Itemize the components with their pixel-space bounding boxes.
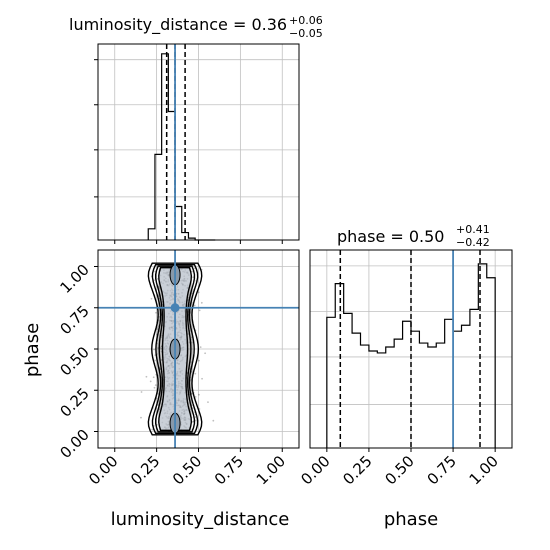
scatter-point xyxy=(212,419,215,422)
y-axis-label-phase: phase xyxy=(22,323,43,377)
scatter-point xyxy=(151,428,154,431)
scatter-point xyxy=(160,347,163,350)
scatter-point xyxy=(140,391,143,393)
hist-luminosity-distance-panel: luminosity_distance = 0.36 +0.06−0.05 xyxy=(69,14,323,244)
hist-title-luminosity-distance: luminosity_distance = 0.36 xyxy=(69,15,287,35)
scatter-point xyxy=(194,419,197,422)
scatter-point xyxy=(191,420,194,423)
hist-title-lower-error: −0.42 xyxy=(456,236,490,249)
scatter-point xyxy=(200,301,203,304)
scatter-point xyxy=(204,352,207,355)
scatter-point xyxy=(190,341,193,344)
scatter-point xyxy=(194,416,197,418)
x-tick-label: 0.00 xyxy=(297,452,333,488)
scatter-point xyxy=(153,348,156,351)
x-axis-label-luminosity-distance: luminosity_distance xyxy=(111,509,290,530)
y-tick-label: 0.25 xyxy=(56,384,92,420)
x-tick-label: 0.50 xyxy=(381,452,417,488)
scatter-point xyxy=(198,393,200,396)
scatter-point xyxy=(149,380,152,383)
scatter-point xyxy=(158,408,161,411)
x-tick-label: 0.00 xyxy=(85,452,121,488)
hist-title-upper-error: +0.41 xyxy=(456,223,490,236)
x-tick-label: 0.50 xyxy=(169,452,205,488)
contour-line xyxy=(147,262,203,436)
y-tick-label: 1.00 xyxy=(56,261,92,297)
x-tick-label: 0.25 xyxy=(339,452,375,488)
scatter-point xyxy=(140,416,142,419)
x-tick-label: 1.00 xyxy=(466,452,502,488)
contour-line xyxy=(154,265,196,433)
scatter-panel: 0.00 0.25 0.50 0.75 1.000.000.250.500.751.00… xyxy=(22,249,300,530)
contour-line xyxy=(151,264,199,434)
scatter-point xyxy=(198,309,201,312)
x-tick-label: 1.00 xyxy=(253,452,289,488)
scatter-point xyxy=(145,375,148,378)
scatter-point xyxy=(191,270,194,273)
scatter-point xyxy=(199,346,202,348)
x-tick-label: 0.75 xyxy=(424,452,460,488)
scatter-point xyxy=(156,328,158,331)
hist-title-upper-error: +0.06 xyxy=(289,14,323,27)
scatter-point xyxy=(155,311,157,314)
scatter-point xyxy=(193,304,196,307)
truth-marker xyxy=(170,303,180,313)
scatter-point xyxy=(152,376,155,379)
scatter-point xyxy=(192,276,195,279)
histogram-step-line xyxy=(147,53,216,241)
hist-title-lower-error: −0.05 xyxy=(289,27,323,40)
scatter-point xyxy=(197,291,200,294)
x-axis-label-phase: phase xyxy=(384,509,438,530)
x-tick-label: 0.25 xyxy=(127,452,163,488)
y-tick-label: 0.00 xyxy=(56,426,92,462)
y-tick-label: 0.50 xyxy=(56,343,92,379)
hist-phase-panel: 0.00 0.25 0.50 0.75 1.00 phase = 0.50 +0.41−0.… xyxy=(297,223,513,530)
scatter-point xyxy=(198,359,200,362)
y-tick-label: 0.75 xyxy=(56,302,92,338)
scatter-point xyxy=(154,359,156,362)
scatter-point xyxy=(201,377,203,380)
scatter-point xyxy=(207,401,209,404)
scatter-point xyxy=(154,384,157,387)
x-tick-label: 0.75 xyxy=(211,452,247,488)
scatter-point xyxy=(194,372,197,375)
scatter-point xyxy=(160,359,163,361)
hist-title-phase: phase = 0.50 xyxy=(337,227,444,246)
scatter-point xyxy=(150,297,153,300)
scatter-point xyxy=(194,396,197,398)
scatter-point xyxy=(187,296,190,299)
scatter-point xyxy=(153,386,156,389)
